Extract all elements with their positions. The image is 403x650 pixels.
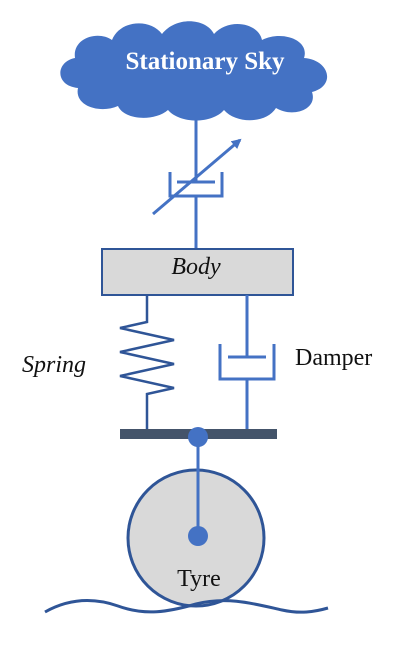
spring: [119, 295, 175, 430]
tyre-hub: [188, 526, 208, 546]
tyre-label: Tyre: [177, 566, 221, 592]
variable-arrow-icon: [152, 138, 242, 216]
sky-label: Stationary Sky: [125, 48, 285, 75]
spring-label: Spring: [22, 352, 86, 378]
body-label: Body: [171, 254, 221, 280]
damper: [218, 295, 276, 430]
tyre: Tyre: [126, 437, 266, 608]
road-surface: [44, 599, 329, 614]
stationary-sky-cloud: Stationary Sky: [60, 21, 328, 121]
skyhook-variable-damper: [152, 138, 242, 249]
body-block: Body: [101, 248, 294, 296]
damper-label: Damper: [295, 345, 372, 371]
